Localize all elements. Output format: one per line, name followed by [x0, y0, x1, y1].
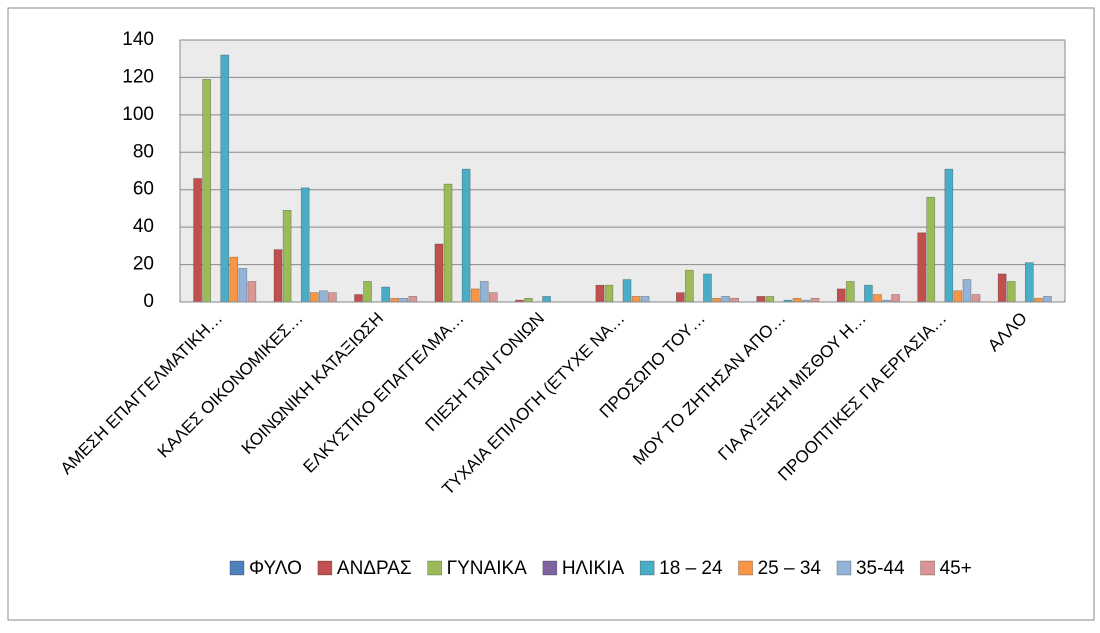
bar — [238, 268, 248, 303]
bar — [300, 187, 310, 303]
legend-swatch — [229, 560, 245, 576]
bar — [229, 256, 239, 303]
bar — [712, 297, 721, 303]
bar — [891, 294, 900, 303]
bar — [962, 279, 972, 303]
bar — [595, 284, 605, 303]
bar — [703, 273, 712, 303]
bar — [944, 168, 954, 303]
bar — [247, 281, 257, 303]
y-tick-label: 0 — [143, 291, 154, 312]
bar — [604, 284, 614, 303]
bar — [756, 296, 766, 303]
bar — [845, 281, 855, 303]
bar — [676, 292, 685, 303]
bar — [524, 297, 533, 303]
bar — [631, 296, 641, 303]
bar — [282, 210, 292, 303]
bar — [479, 281, 489, 303]
bar — [381, 286, 390, 303]
bar — [971, 294, 981, 303]
bar — [328, 292, 337, 303]
bar — [434, 243, 444, 303]
bar — [443, 183, 453, 303]
bar — [390, 297, 400, 303]
bar — [488, 292, 498, 303]
legend-label: ΗΛΙΚΙΑ — [562, 558, 625, 579]
legend-swatch — [427, 560, 442, 576]
bar — [542, 296, 551, 303]
legend-label: 25 – 34 — [758, 558, 822, 579]
bar — [765, 296, 775, 303]
y-tick-label: 40 — [133, 216, 154, 237]
y-tick-label: 100 — [122, 104, 154, 125]
legend-label: 18 – 24 — [659, 558, 723, 579]
bar — [721, 296, 730, 303]
bar — [318, 290, 328, 303]
bar — [470, 288, 480, 303]
bar — [997, 273, 1007, 303]
bar — [836, 288, 846, 303]
bar — [1043, 296, 1052, 303]
legend-swatch — [738, 560, 753, 576]
bar — [193, 178, 202, 303]
bar — [220, 54, 230, 303]
bar — [622, 279, 632, 303]
legend-label: 35-44 — [856, 558, 905, 579]
y-tick-label: 60 — [133, 179, 154, 200]
bar — [640, 296, 650, 303]
bar — [1006, 281, 1016, 303]
legend-swatch — [317, 560, 333, 576]
bar — [953, 290, 963, 303]
legend-label: ΓΥΝΑΙΚΑ — [447, 558, 527, 579]
y-tick-label: 140 — [122, 29, 154, 50]
legend-swatch — [920, 560, 935, 576]
bar — [461, 168, 471, 303]
bar — [1024, 262, 1034, 303]
legend-swatch — [639, 560, 655, 576]
bar — [926, 196, 936, 303]
bar — [202, 79, 211, 303]
legend-swatch — [836, 560, 852, 576]
bar — [399, 297, 409, 303]
bar — [685, 269, 694, 303]
bar — [273, 249, 283, 303]
y-tick-label: 20 — [133, 254, 154, 275]
bar — [873, 294, 882, 303]
bar — [864, 284, 873, 303]
y-tick-label: 80 — [133, 141, 154, 162]
legend-swatch — [542, 560, 558, 576]
legend-label: ΑΝΔΡΑΣ — [337, 558, 412, 579]
bar — [309, 292, 319, 303]
bar — [917, 232, 927, 303]
bar — [408, 296, 418, 303]
legend-label: 45+ — [940, 558, 972, 579]
bar — [363, 281, 372, 303]
bar — [1034, 297, 1043, 303]
bar — [730, 297, 739, 303]
bar — [792, 297, 802, 303]
plot-area — [179, 39, 1066, 303]
bar — [354, 294, 363, 303]
legend-label: ΦΥΛΟ — [249, 558, 302, 579]
y-tick-label: 120 — [122, 66, 154, 87]
bar — [810, 297, 820, 303]
